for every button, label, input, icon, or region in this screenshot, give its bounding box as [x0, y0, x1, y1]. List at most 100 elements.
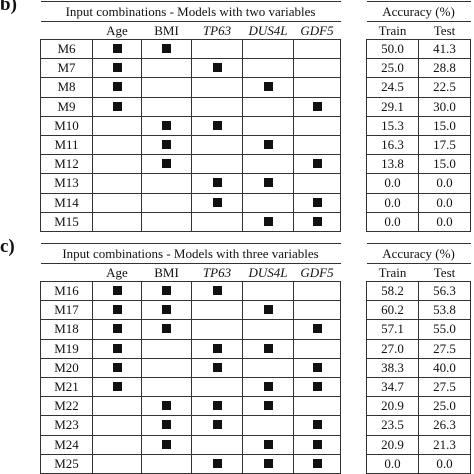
test-accuracy-value: 27.5 — [417, 377, 472, 398]
input-cell — [92, 116, 142, 136]
selected-marker — [263, 401, 273, 411]
selected-marker — [312, 362, 322, 372]
model-label: M17 — [40, 300, 93, 321]
test-accuracy-value: 25.0 — [417, 396, 472, 417]
input-cell — [242, 77, 294, 98]
selected-marker — [162, 439, 171, 449]
model-label: M20 — [40, 358, 93, 378]
selected-marker — [162, 140, 171, 150]
input-cell — [293, 212, 342, 232]
input-cell — [293, 97, 342, 117]
selected-marker — [212, 178, 222, 188]
selected-marker — [162, 401, 171, 411]
input-cell — [242, 135, 294, 156]
selected-marker — [212, 458, 222, 468]
column-header-blank — [40, 21, 93, 40]
selected-marker — [312, 420, 322, 430]
input-cell — [92, 435, 142, 455]
table-row: 50.0 41.3 — [366, 39, 472, 60]
table-row: M17 — [40, 300, 342, 321]
input-cell — [92, 454, 142, 474]
table-row: 58.2 56.3 — [366, 281, 472, 302]
input-cell — [293, 39, 342, 60]
panel-b-accuracy-table: Accuracy (%) Train Test 50.0 41.3 25.0 28.8… — [366, 1, 472, 232]
selected-marker — [162, 120, 171, 130]
input-cell — [293, 154, 342, 175]
model-label: M7 — [40, 58, 93, 79]
panel-c-input-table: Input combinations - Models with three v… — [40, 243, 342, 474]
input-cell — [141, 116, 192, 136]
input-cell — [92, 281, 142, 302]
model-label: M13 — [40, 173, 93, 194]
table-row: 13.8 15.0 — [366, 154, 472, 175]
input-cell — [242, 281, 294, 302]
table-row: 20.9 25.0 — [366, 396, 472, 417]
test-accuracy-value: 15.0 — [417, 154, 472, 175]
panel-b-label: b) — [0, 0, 17, 15]
selected-marker — [112, 44, 122, 54]
table-row: 29.1 30.0 — [366, 97, 472, 117]
train-accuracy-value: 0.0 — [366, 173, 419, 194]
table-row: 25.0 28.8 — [366, 58, 472, 79]
model-label: M23 — [40, 415, 93, 436]
table-row: M24 — [40, 435, 342, 455]
train-accuracy-value: 13.8 — [366, 154, 419, 175]
selected-marker — [263, 216, 273, 226]
model-label: M21 — [40, 377, 93, 398]
column-header-test: Test — [418, 263, 471, 282]
selected-marker — [162, 305, 171, 315]
input-cell — [242, 116, 294, 136]
input-cell — [242, 339, 294, 359]
input-cell — [191, 358, 243, 378]
input-cell — [191, 396, 243, 417]
column-header-dus4l: DUS4L — [242, 263, 294, 282]
input-cell — [141, 97, 192, 117]
table-row: M18 — [40, 319, 342, 340]
table-row: 15.3 15.0 — [366, 116, 472, 136]
table-row: M22 — [40, 396, 342, 417]
input-cell — [191, 193, 243, 213]
input-cell — [242, 39, 294, 60]
column-header-bmi: BMI — [141, 21, 192, 40]
test-accuracy-value: 0.0 — [417, 193, 472, 213]
input-cell — [141, 154, 192, 175]
model-label: M9 — [40, 97, 93, 117]
panel-b-input-caption: Input combinations - Models with two var… — [40, 1, 341, 22]
input-cell — [242, 193, 294, 213]
column-header-train: Train — [366, 21, 419, 40]
selected-marker — [312, 439, 322, 449]
panel-c-accuracy-caption: Accuracy (%) — [366, 243, 471, 264]
input-cell — [92, 339, 142, 359]
selected-marker — [112, 324, 122, 334]
input-cell — [191, 377, 243, 398]
selected-marker — [112, 305, 122, 315]
input-cell — [92, 193, 142, 213]
input-cell — [242, 319, 294, 340]
input-cell — [141, 135, 192, 156]
input-cell — [293, 300, 342, 321]
input-cell — [92, 396, 142, 417]
train-accuracy-value: 25.0 — [366, 58, 419, 79]
selected-marker — [312, 159, 322, 169]
selected-marker — [162, 420, 171, 430]
table-row: 38.3 40.0 — [366, 358, 472, 378]
table-row: 0.0 0.0 — [366, 454, 472, 474]
input-cell — [242, 212, 294, 232]
input-cell — [191, 319, 243, 340]
input-cell — [191, 212, 243, 232]
input-cell — [92, 173, 142, 194]
table-row: M20 — [40, 358, 342, 378]
test-accuracy-value: 22.5 — [417, 77, 472, 98]
model-label: M12 — [40, 154, 93, 175]
input-cell — [293, 358, 342, 378]
input-cell — [92, 212, 142, 232]
selected-marker — [263, 458, 273, 468]
test-accuracy-value: 0.0 — [417, 212, 472, 232]
selected-marker — [212, 120, 222, 130]
input-cell — [92, 358, 142, 378]
selected-marker — [112, 343, 122, 353]
input-cell — [141, 319, 192, 340]
input-cell — [242, 377, 294, 398]
column-header-age: Age — [92, 21, 142, 40]
input-cell — [242, 358, 294, 378]
